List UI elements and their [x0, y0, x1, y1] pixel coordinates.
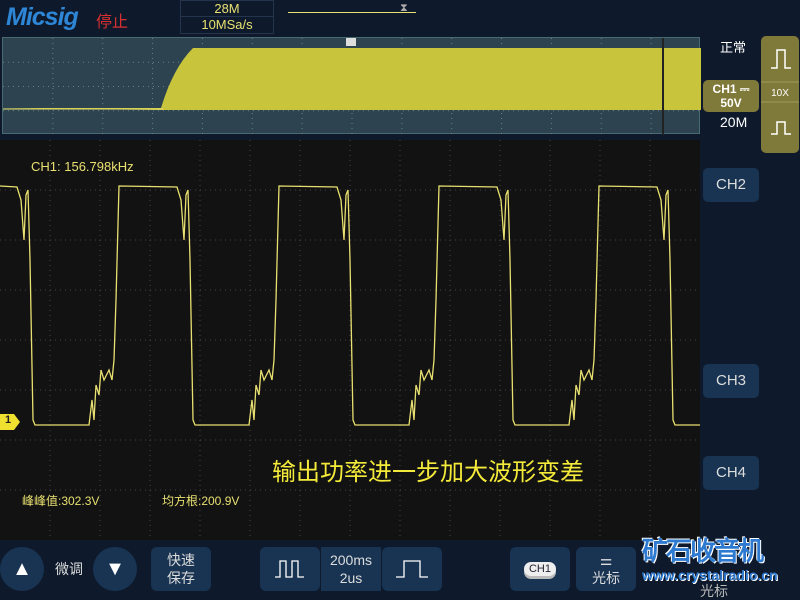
- waveform-display[interactable]: [0, 140, 700, 540]
- trigger-position-icon: ⧗: [400, 2, 408, 14]
- cursor-icon: ⚌: [599, 552, 613, 568]
- fine-down-button[interactable]: ▼: [93, 547, 137, 591]
- pulse-down-icon: [771, 121, 791, 135]
- narrow-pulse-icon: [275, 560, 304, 578]
- waveform-svg: [0, 140, 700, 540]
- frequency-readout: CH1: 156.798kHz: [31, 159, 134, 174]
- ch2-button[interactable]: CH2: [703, 168, 759, 202]
- ch1-label: CH1 ⎓: [712, 82, 750, 96]
- fine-up-button[interactable]: ▲: [0, 547, 44, 591]
- memory-depth: 28M: [181, 1, 273, 17]
- quick-save-button[interactable]: 快速 保存: [151, 547, 211, 591]
- sample-rate: 10MSa/s: [201, 17, 253, 32]
- probe-ratio[interactable]: 10X: [771, 88, 789, 99]
- ch1-trace: [0, 185, 700, 426]
- run-status[interactable]: 停止: [96, 14, 129, 31]
- fine-adjust-label: 微调: [55, 561, 83, 577]
- waveform-overview[interactable]: [2, 37, 701, 135]
- ch1-scale: 50V: [720, 96, 742, 110]
- cursor-label: 光标: [592, 570, 620, 586]
- trigger-mode[interactable]: 正常: [720, 40, 747, 55]
- measurement-vpp[interactable]: 峰峰值:302.3V: [22, 494, 100, 508]
- timebase-top: 200ms: [329, 552, 373, 568]
- wide-pulse-icon: [396, 560, 428, 578]
- triangle-down-icon: ▼: [105, 557, 125, 580]
- measurement-rms[interactable]: 均方根:200.9V: [162, 494, 240, 508]
- watermark-logo: 矿石收音机: [642, 536, 764, 566]
- cursor-button[interactable]: ⚌ 光标: [576, 547, 636, 591]
- timebase-increase-button[interactable]: [382, 547, 442, 591]
- watermark-url: www.crystalradio.cn: [642, 567, 778, 583]
- probe-panel[interactable]: [761, 36, 799, 153]
- trigger-position-bar[interactable]: [288, 12, 416, 13]
- trigger-marker-icon: [346, 38, 356, 46]
- annotation-text: 输出功率进一步加大波形变差: [272, 458, 584, 486]
- acquisition-info[interactable]: 28M 10MSa/s: [180, 0, 274, 34]
- triangle-up-icon: ▲: [12, 557, 32, 580]
- cursor2-label[interactable]: 光标: [700, 583, 728, 599]
- overview-svg: [3, 38, 701, 135]
- timebase-decrease-button[interactable]: [260, 547, 320, 591]
- ch3-button[interactable]: CH3: [703, 364, 759, 398]
- bandwidth-limit: 20M: [720, 114, 748, 130]
- ch4-button[interactable]: CH4: [703, 456, 759, 490]
- channel-select-button[interactable]: CH1: [510, 547, 570, 591]
- ground-marker-label: 1: [5, 414, 12, 426]
- ch1-ground-marker: [0, 414, 20, 430]
- ch1-settings-button[interactable]: CH1 ⎓ 50V: [703, 80, 759, 112]
- pulse-up-icon: [771, 49, 791, 69]
- channel-select-label: CH1: [523, 562, 556, 576]
- overview-envelope: [3, 48, 701, 110]
- timebase-display[interactable]: 200ms 2us: [321, 547, 381, 591]
- timebase-bottom: 2us: [339, 570, 363, 586]
- brand-logo: Micsig: [6, 3, 79, 31]
